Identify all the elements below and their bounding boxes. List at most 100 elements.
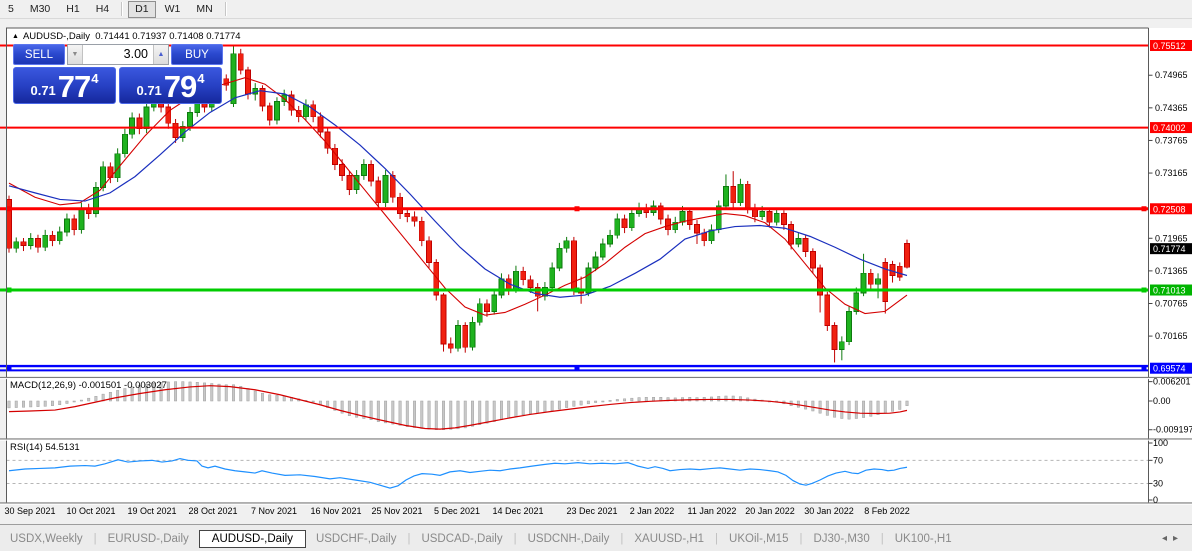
chart-tab-uk100[interactable]: UK100-,H1 <box>894 533 952 545</box>
macd-bar <box>253 390 257 402</box>
macd-bar <box>239 386 243 402</box>
candle-body <box>165 106 172 124</box>
timeframe-button-h4[interactable]: H4 <box>95 2 110 15</box>
chart-tab-dj30[interactable]: DJ30-,M30 <box>813 533 870 545</box>
macd-bar <box>905 400 909 406</box>
macd-bar <box>123 388 127 402</box>
macd-bar <box>572 400 576 407</box>
timeframe-button-d1[interactable]: D1 <box>128 0 156 18</box>
chart-tab-eurusd[interactable]: EURUSD-,Daily <box>107 533 189 545</box>
date-label: 14 Dec 2021 <box>492 506 543 516</box>
volume-increase-icon[interactable]: ▲ <box>153 45 168 64</box>
candle-body <box>585 267 592 294</box>
macd-bar <box>623 398 627 402</box>
candle-body <box>303 104 309 118</box>
candle-body <box>556 247 563 269</box>
level-handle[interactable] <box>574 365 580 371</box>
price-tag <box>1150 122 1192 134</box>
timeframe-button-h1[interactable]: H1 <box>66 2 80 15</box>
macd-bar <box>500 400 503 420</box>
level-handle[interactable] <box>1141 287 1147 293</box>
candle-body <box>317 116 324 133</box>
macd-bar <box>738 396 742 402</box>
macd-bar <box>166 381 170 402</box>
timeframe-button-mn[interactable]: MN <box>196 2 213 15</box>
level-handle[interactable] <box>6 206 12 212</box>
date-label: 8 Feb 2022 <box>864 506 910 516</box>
level-handle[interactable] <box>574 287 580 293</box>
price-tag <box>1150 243 1192 255</box>
macd-bar <box>681 397 684 402</box>
axis-label: 0.71774 <box>1153 244 1186 254</box>
candle-body <box>389 175 396 198</box>
candle-body <box>657 205 664 220</box>
macd-bar <box>731 395 735 402</box>
candle-body <box>860 272 867 294</box>
candle-body <box>93 187 99 214</box>
candle-body <box>795 238 802 245</box>
candle-body <box>100 166 107 188</box>
macd-bar <box>630 397 634 402</box>
chart-tab-audusd[interactable]: AUDUSD-,Daily <box>198 530 306 548</box>
macd-bar <box>536 400 540 414</box>
timeframe-button-m30[interactable]: M30 <box>29 2 51 15</box>
date-label: 20 Jan 2022 <box>745 506 795 516</box>
price-tag <box>1150 203 1192 215</box>
candle-body <box>882 262 889 302</box>
buy-price-button[interactable]: 0.71 79 4 <box>119 67 222 104</box>
chart-tab-xauusd[interactable]: XAUUSD-,H1 <box>634 533 705 545</box>
axis-label: 0.71965 <box>1155 233 1188 243</box>
chart-tab-usdcad[interactable]: USDCAD-,Daily <box>421 533 503 545</box>
level-handle[interactable] <box>6 287 12 293</box>
quote-header: ▲ AUDUSD-,Daily 0.71441 0.71937 0.71408 0… <box>12 31 241 42</box>
macd-bar <box>456 400 460 430</box>
date-label: 19 Oct 2021 <box>127 506 176 516</box>
macd-bar <box>608 400 612 402</box>
timeframe-button-5[interactable]: 5 <box>8 2 14 15</box>
candle-body <box>563 240 570 249</box>
level-handle[interactable] <box>574 206 580 212</box>
volume-input[interactable]: 3.00 <box>83 45 153 64</box>
candle-body <box>686 210 693 225</box>
candle-body <box>614 218 621 236</box>
axis-label: 30 <box>1153 478 1163 488</box>
axis-label: 0.70765 <box>1155 298 1188 308</box>
candle-body <box>527 279 534 288</box>
axis-label: 0.73165 <box>1155 168 1188 178</box>
tab-scroll-arrows-icon[interactable]: ◂▸ <box>1161 533 1184 544</box>
macd-bar <box>355 400 359 418</box>
macd-bar <box>268 394 272 402</box>
sell-price-button[interactable]: 0.71 77 4 <box>13 67 116 104</box>
sell-button[interactable]: SELL <box>13 44 65 65</box>
moving-average-fast-line <box>8 77 908 316</box>
toolbar-separator <box>224 2 227 16</box>
price-tag <box>1150 40 1192 51</box>
sell-price-big: 77 <box>57 69 91 104</box>
chart-tab-usdcnh[interactable]: USDCNH-,Daily <box>527 533 610 545</box>
macd-indicator-label: MACD(12,26,9) -0.001501 -0.003027 <box>10 380 167 391</box>
chart-tab-usdx[interactable]: USDX,Weekly <box>10 533 83 545</box>
macd-bar <box>130 386 134 402</box>
candle-body <box>368 164 375 182</box>
collapse-arrow-icon[interactable]: ▲ <box>12 33 19 40</box>
macd-bar <box>471 400 474 427</box>
level-handle[interactable] <box>6 365 12 371</box>
macd-bar <box>51 400 54 406</box>
level-handle[interactable] <box>1141 365 1147 371</box>
candle-body <box>766 210 773 223</box>
chart-tab-usdchf[interactable]: USDCHF-,Daily <box>315 533 397 545</box>
macd-bar <box>217 383 221 402</box>
date-label: 10 Oct 2021 <box>66 506 115 516</box>
timeframe-button-w1[interactable]: W1 <box>164 2 181 15</box>
date-label: 28 Oct 2021 <box>188 506 237 516</box>
buy-button[interactable]: BUY <box>171 44 223 65</box>
candle-body <box>592 256 599 269</box>
macd-bar <box>442 400 445 430</box>
level-handle[interactable] <box>1141 206 1147 212</box>
macd-bar <box>550 400 554 411</box>
axis-label: 0.70165 <box>1155 331 1188 341</box>
candle-body <box>71 218 78 231</box>
chart-tab-ukoil[interactable]: UKOil-,M15 <box>729 533 789 545</box>
volume-decrease-icon[interactable]: ▼ <box>68 45 83 64</box>
